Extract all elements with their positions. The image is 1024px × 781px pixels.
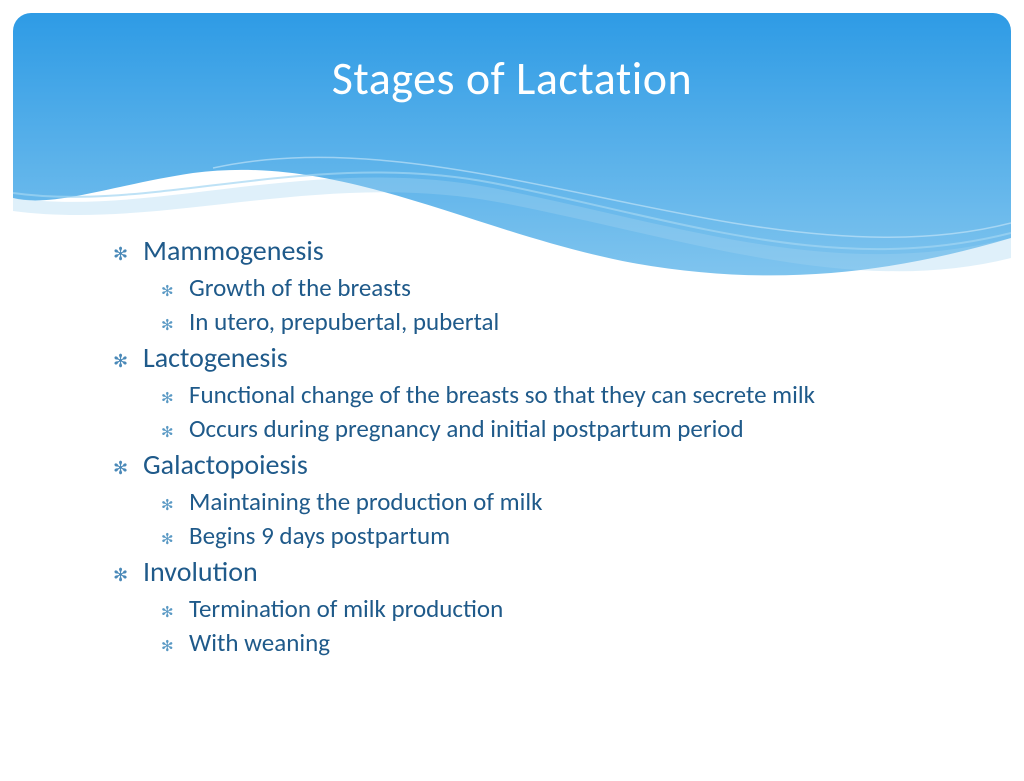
list-subitem: ✻ Termination of milk production bbox=[161, 593, 951, 624]
list-subitem-label: Begins 9 days postpartum bbox=[189, 520, 450, 551]
bullet-icon: ✻ bbox=[113, 243, 125, 265]
list-item-label: Mammogenesis bbox=[143, 233, 324, 268]
list-subitem-label: With weaning bbox=[189, 627, 330, 658]
list-subitem-label: Functional change of the breasts so that… bbox=[189, 379, 815, 410]
list-item: ✻ Involution bbox=[113, 554, 951, 589]
list-subitem-label: Growth of the breasts bbox=[189, 272, 411, 303]
bullet-icon: ✻ bbox=[161, 496, 173, 515]
list-item-label: Galactopoiesis bbox=[143, 447, 308, 482]
list-subitem-label: Termination of milk production bbox=[189, 593, 503, 624]
bullet-icon: ✻ bbox=[161, 389, 173, 408]
bullet-icon: ✻ bbox=[161, 316, 173, 335]
list-subitem: ✻ In utero, prepubertal, pubertal bbox=[161, 306, 951, 337]
list-item: ✻ Galactopoiesis bbox=[113, 447, 951, 482]
bullet-icon: ✻ bbox=[161, 603, 173, 622]
list-item: ✻ Lactogenesis bbox=[113, 340, 951, 375]
list-subitem-label: In utero, prepubertal, pubertal bbox=[189, 306, 499, 337]
list-subitem: ✻ Begins 9 days postpartum bbox=[161, 520, 951, 551]
list-subitem: ✻ Occurs during pregnancy and initial po… bbox=[161, 413, 951, 444]
list-subitem-label: Maintaining the production of milk bbox=[189, 486, 542, 517]
list-subitem: ✻ Growth of the breasts bbox=[161, 272, 951, 303]
bullet-icon: ✻ bbox=[113, 564, 125, 586]
bullet-icon: ✻ bbox=[161, 282, 173, 301]
slide-content: ✻ Mammogenesis ✻ Growth of the breasts ✻… bbox=[113, 233, 951, 661]
bullet-icon: ✻ bbox=[161, 637, 173, 656]
list-subitem-label: Occurs during pregnancy and initial post… bbox=[189, 413, 744, 444]
list-subitem: ✻ Maintaining the production of milk bbox=[161, 486, 951, 517]
list-subitem: ✻ With weaning bbox=[161, 627, 951, 658]
list-item: ✻ Mammogenesis bbox=[113, 233, 951, 268]
bullet-icon: ✻ bbox=[161, 530, 173, 549]
list-item-label: Involution bbox=[143, 554, 258, 589]
slide-title: Stages of Lactation bbox=[13, 51, 1011, 107]
list-subitem: ✻ Functional change of the breasts so th… bbox=[161, 379, 951, 410]
list-item-label: Lactogenesis bbox=[143, 340, 288, 375]
bullet-icon: ✻ bbox=[161, 423, 173, 442]
slide-container: Stages of Lactation ✻ Mammogenesis ✻ Gro… bbox=[13, 13, 1011, 755]
bullet-icon: ✻ bbox=[113, 457, 125, 479]
bullet-icon: ✻ bbox=[113, 350, 125, 372]
